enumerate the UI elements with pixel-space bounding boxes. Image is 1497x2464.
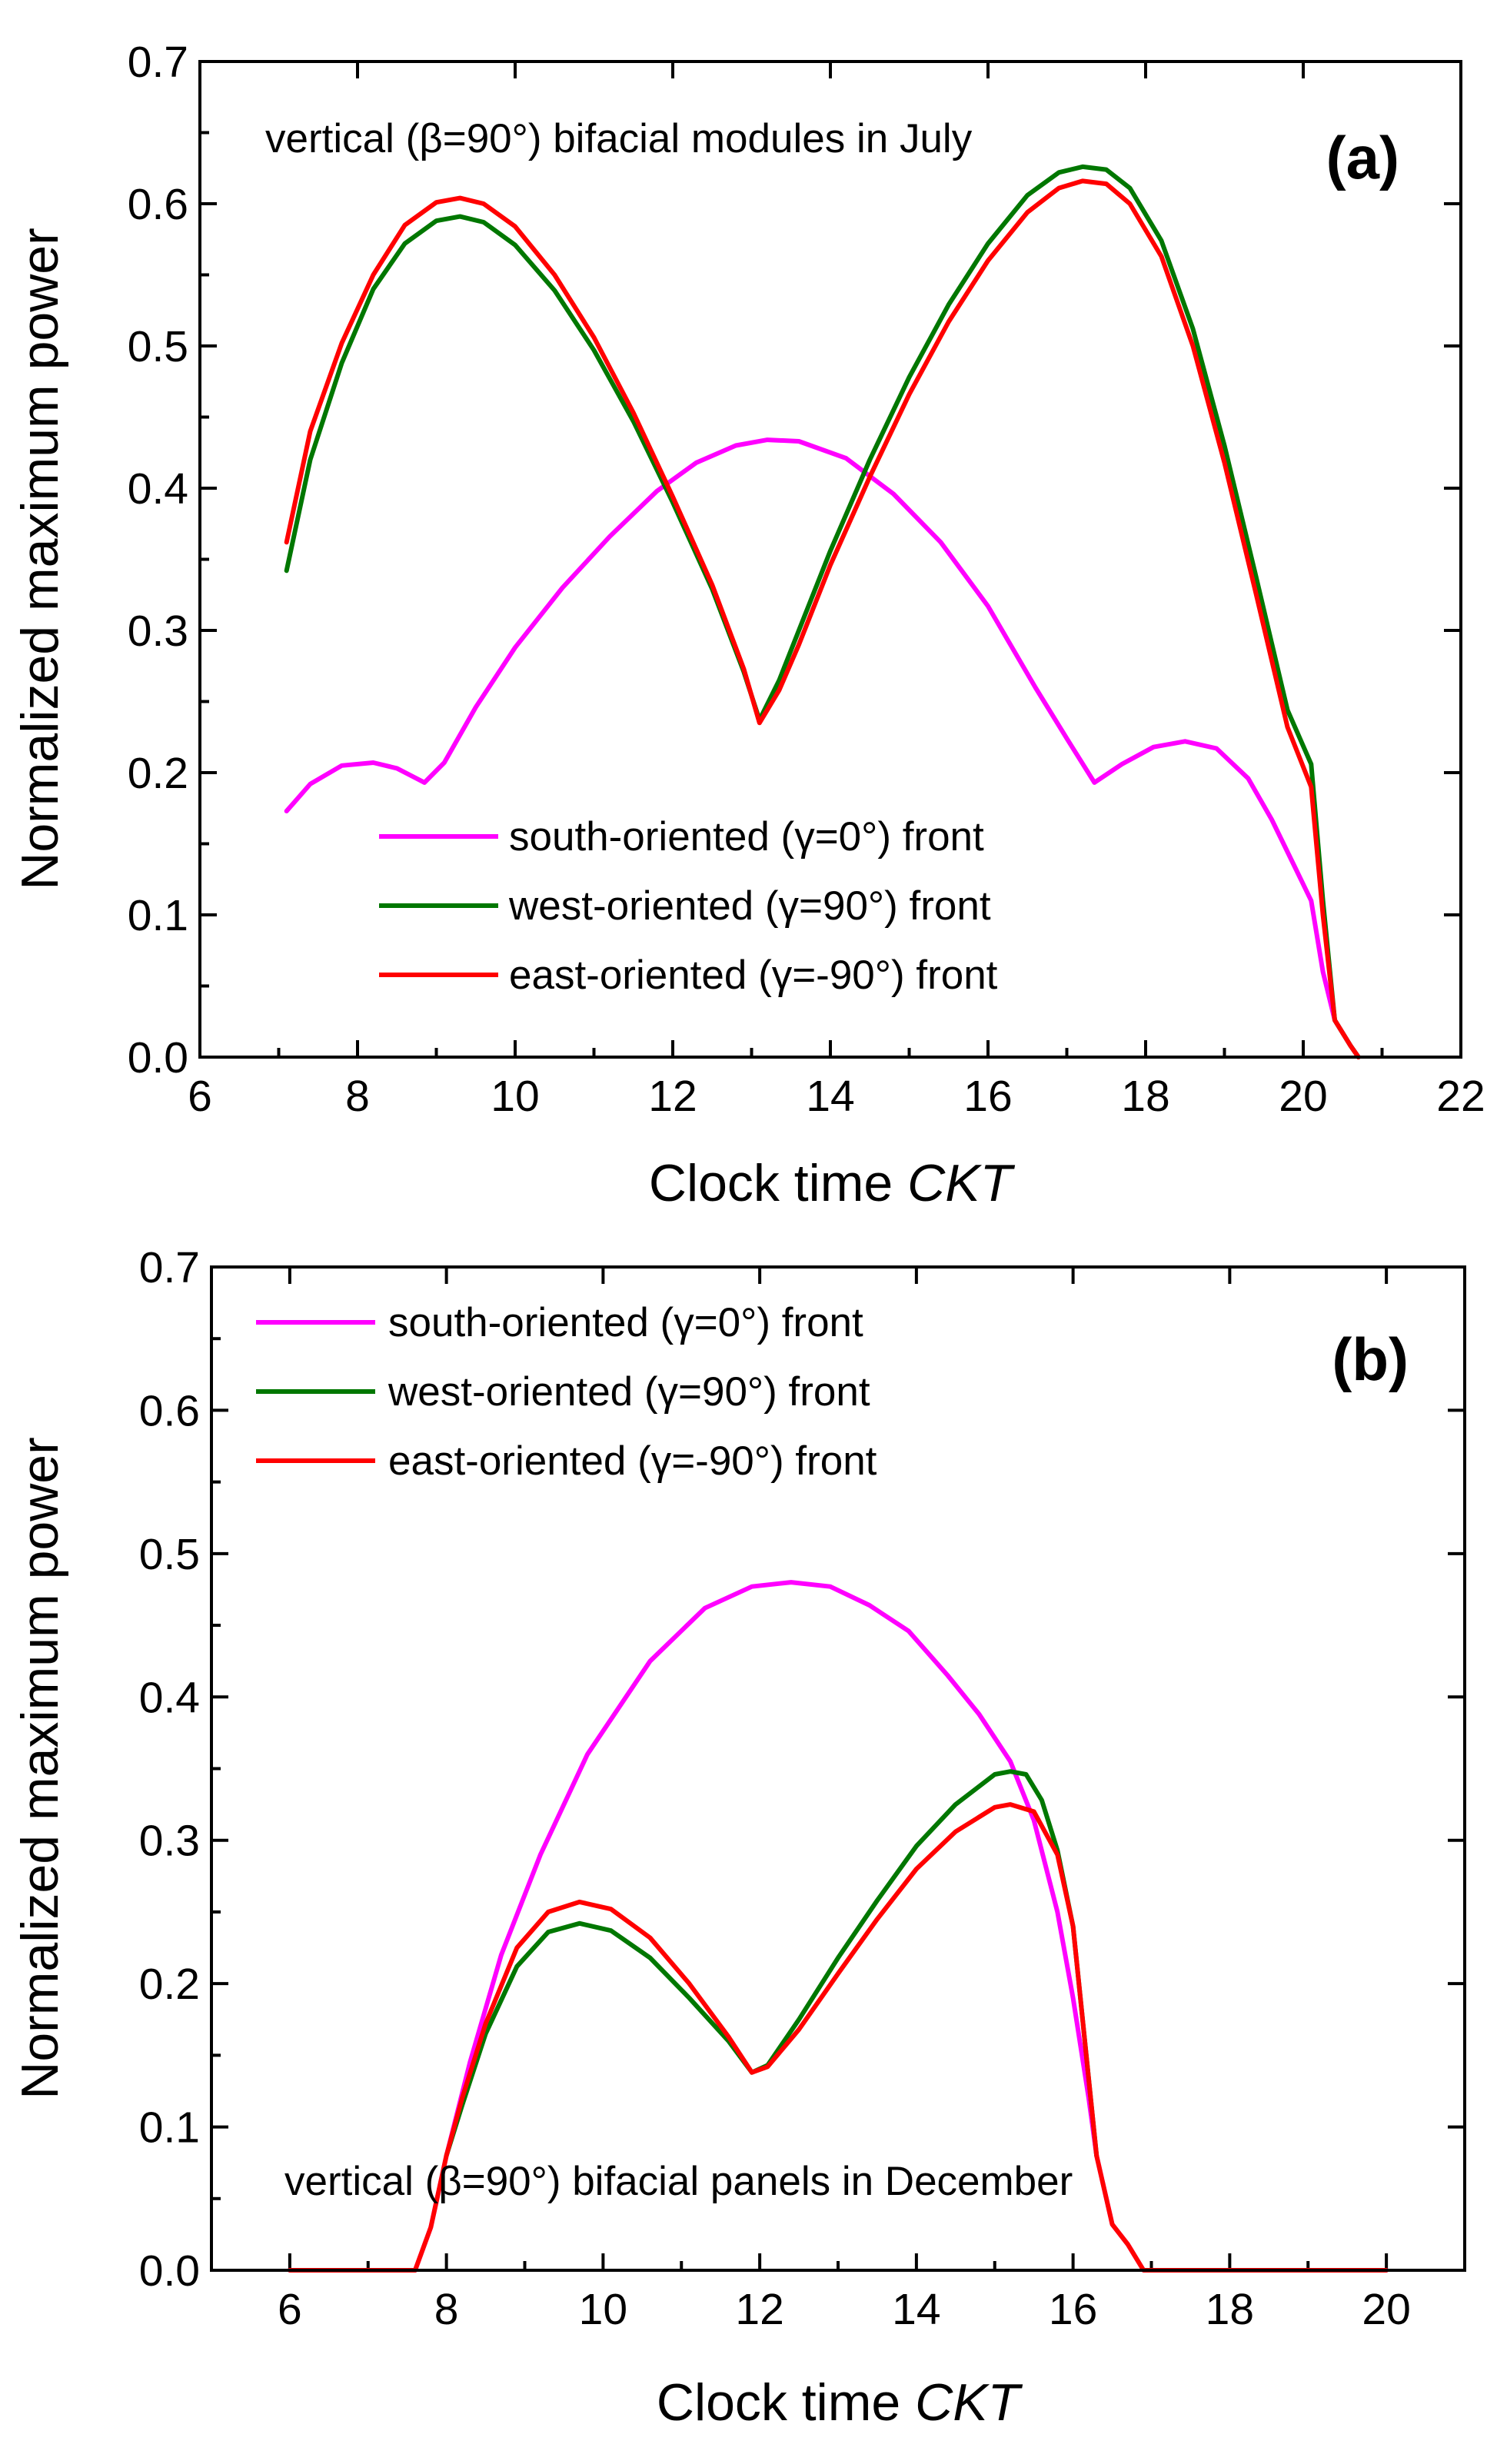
panel-b-plot-frame <box>210 1265 1466 2272</box>
panel-a-panel-label: (a) <box>1326 124 1399 191</box>
panel-b-tick-labels: 6 8 10 12 14 16 18 20 0.0 0.1 0.2 0.3 0.4 0.5 0.6 0.7 <box>139 1243 1411 2334</box>
y-tick-label: 0.5 <box>128 322 188 371</box>
x-tick-label: 18 <box>1121 1072 1169 1121</box>
x-tick-label: 6 <box>188 1072 212 1121</box>
x-tick-label: 12 <box>648 1072 697 1121</box>
x-tick-label: 10 <box>579 2285 627 2334</box>
legend-label-b-1: west-oriented (γ=90°) front <box>388 1369 870 1415</box>
y-tick-label: 0.2 <box>139 1960 200 2009</box>
legend-label-b-2: east-oriented (γ=-90°) front <box>388 1438 877 1484</box>
y-tick-label: 0.7 <box>128 38 188 87</box>
x-tick-label: 20 <box>1362 2285 1410 2334</box>
x-tick-label: 16 <box>1049 2285 1097 2334</box>
x-tick-label: 16 <box>963 1072 1012 1121</box>
series-line-a-0 <box>284 437 1361 1059</box>
panel-b-annotation: vertical (β=90°) bifacial panels in Dece… <box>284 2159 1073 2204</box>
panel-a-chart: 6 8 10 12 14 16 18 20 22 0.0 0.1 0.2 0.3 0.4 0.5 0.6 0.7… <box>11 38 1485 1212</box>
y-tick-label: 0.1 <box>139 2103 200 2153</box>
y-tick-label: 0.0 <box>128 1033 188 1082</box>
panel-a-annotation: vertical (β=90°) bifacial modules in Jul… <box>265 116 973 161</box>
panel-b-legend: south-oriented (γ=0°) front west-oriented… <box>256 1300 877 1484</box>
panel-a-legend: south-oriented (γ=0°) front west-oriented… <box>379 814 998 998</box>
y-tick-label: 0.7 <box>139 1243 200 1292</box>
panel-b-x-axis-label: Clock time CKT <box>657 2373 1023 2432</box>
x-tick-label: 10 <box>491 1072 539 1121</box>
y-tick-label: 0.6 <box>128 180 188 229</box>
y-tick-label: 0.6 <box>139 1386 200 1435</box>
x-tick-label: 14 <box>892 2285 940 2334</box>
y-tick-label: 0.4 <box>139 1673 200 1722</box>
y-tick-label: 0.3 <box>128 607 188 656</box>
panel-a-y-axis-label: Normalized maximum power <box>11 228 69 890</box>
panel-b-panel-label: (b) <box>1332 1325 1409 1393</box>
x-tick-label: 8 <box>345 1072 370 1121</box>
x-tick-label: 12 <box>735 2285 783 2334</box>
series-line-b-2 <box>287 1802 1389 2273</box>
x-tick-label: 20 <box>1279 1072 1327 1121</box>
y-tick-label: 0.2 <box>128 749 188 798</box>
panel-b-y-axis-label: Normalized maximum power <box>11 1437 69 2100</box>
x-tick-label: 18 <box>1206 2285 1254 2334</box>
legend-label-a-1: west-oriented (γ=90°) front <box>508 883 991 929</box>
panel-b-series-lines <box>287 1580 1389 2273</box>
legend-label-a-2: east-oriented (γ=-90°) front <box>509 953 998 998</box>
x-tick-label: 8 <box>434 2285 459 2334</box>
y-tick-label: 0.1 <box>128 891 188 940</box>
y-tick-label: 0.5 <box>139 1530 200 1579</box>
panel-a-series-lines <box>284 164 1361 1059</box>
y-tick-label: 0.0 <box>139 2246 200 2296</box>
series-line-a-2 <box>284 178 1361 1059</box>
panel-a-plot-frame <box>198 60 1462 1059</box>
x-tick-label: 22 <box>1436 1072 1485 1121</box>
panel-a-tick-labels: 6 8 10 12 14 16 18 20 22 0.0 0.1 0.2 0.3 0.4 0.5 0.6 0.7 <box>128 38 1485 1121</box>
legend-label-b-0: south-oriented (γ=0°) front <box>388 1300 863 1345</box>
y-tick-label: 0.4 <box>128 464 188 514</box>
x-tick-label: 14 <box>806 1072 854 1121</box>
legend-label-a-0: south-oriented (γ=0°) front <box>509 814 984 860</box>
x-tick-label: 6 <box>278 2285 302 2334</box>
series-line-b-1 <box>444 1769 1099 2158</box>
series-line-a-1 <box>284 164 1361 1059</box>
panel-a-x-axis-label: Clock time CKT <box>649 1154 1016 1212</box>
panel-b-chart: 6 8 10 12 14 16 18 20 0.0 0.1 0.2 0.3 0.4 0.5 0.6 0.7 C… <box>11 1243 1466 2432</box>
y-tick-label: 0.3 <box>139 1817 200 1866</box>
